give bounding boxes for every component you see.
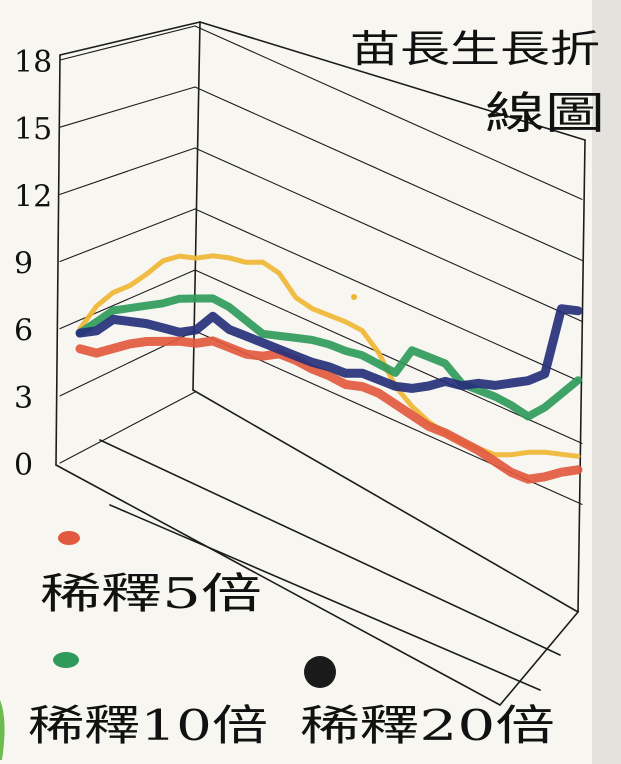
gridline-back-18 xyxy=(194,25,583,200)
legend-label-5x: 稀釋5倍 xyxy=(40,569,262,618)
gridline-left-18 xyxy=(59,25,196,61)
floor-right-edge xyxy=(499,611,579,706)
series-line-3 xyxy=(75,304,583,393)
gridline-left-15 xyxy=(59,86,196,128)
legend-marker-20x xyxy=(304,656,336,688)
gridline-left-12 xyxy=(59,147,196,195)
chart-title-line1: 苗長生長折 xyxy=(350,27,600,71)
floor-guide-2 xyxy=(109,504,541,691)
gridline-back-15 xyxy=(194,86,583,261)
y-tick-label-9: 9 xyxy=(14,247,33,282)
legend-marker-5x xyxy=(58,531,80,545)
y-tick-label-0: 0 xyxy=(14,448,33,483)
y-tick-label-15: 15 xyxy=(14,112,52,147)
corner-plant-doodle xyxy=(0,700,5,760)
floor-back-edge xyxy=(192,389,579,613)
y-tick-label-12: 12 xyxy=(14,179,52,214)
series-line-1 xyxy=(75,336,583,484)
series-line-2 xyxy=(76,294,582,421)
floor-front-edge xyxy=(55,464,501,706)
legend-label-10x: 稀釋10倍 xyxy=(28,701,268,750)
gridline-back-12 xyxy=(194,147,583,322)
series-line-4 xyxy=(77,253,581,459)
floor-guide-1 xyxy=(99,439,561,656)
back-wall-right-edge xyxy=(577,139,586,613)
gridline-left-9 xyxy=(59,208,196,263)
stray-yellow-dot xyxy=(351,294,357,300)
gridline-left-6 xyxy=(59,269,196,330)
gridline-left-0 xyxy=(59,391,196,464)
legend-label-20x: 稀釋20倍 xyxy=(300,701,555,750)
back-wall-top-edge xyxy=(199,21,586,141)
y-tick-label-18: 18 xyxy=(14,45,52,80)
left-wall-left-edge xyxy=(55,54,61,466)
gridline-back-9 xyxy=(194,208,583,383)
left-wall-top-edge xyxy=(59,21,201,56)
chart-title-line2: 線圖 xyxy=(485,88,605,139)
gridline-back-6 xyxy=(194,269,583,444)
paper-edge-shadow xyxy=(592,0,621,764)
legend-marker-10x xyxy=(53,652,79,668)
y-tick-label-3: 3 xyxy=(14,381,33,416)
y-tick-label-6: 6 xyxy=(14,314,33,349)
